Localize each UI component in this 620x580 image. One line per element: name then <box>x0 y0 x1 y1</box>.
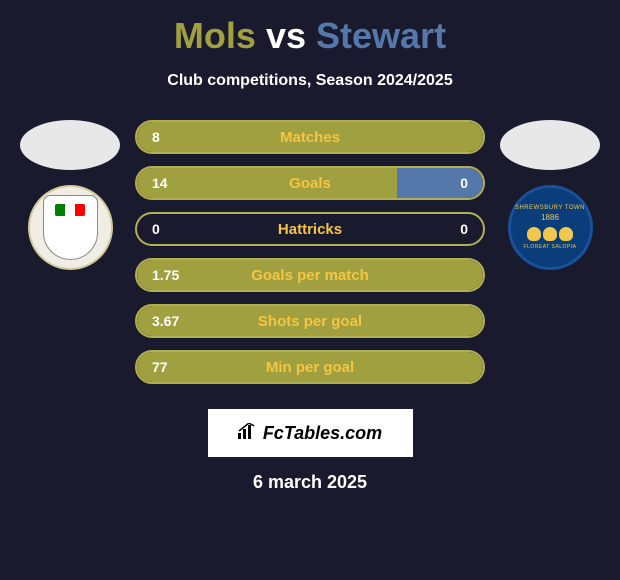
right-badge-content: SHREWSBURY TOWN 1886 FLOREAT SALOPIA <box>511 188 590 267</box>
stat-label: Hattricks <box>278 221 342 238</box>
stat-label: Matches <box>280 129 340 146</box>
stat-label: Goals <box>289 175 331 192</box>
stat-row: 1.75 Goals per match <box>135 258 485 292</box>
title-player-left: Mols <box>174 15 256 56</box>
badge-text-icon: SHREWSBURY TOWN <box>515 205 585 211</box>
stat-fill-right <box>397 168 484 198</box>
right-club-badge: SHREWSBURY TOWN 1886 FLOREAT SALOPIA <box>508 185 593 270</box>
brand-text: FcTables.com <box>263 423 382 444</box>
stat-value-left: 0 <box>152 221 160 237</box>
stat-row: 0 Hattricks 0 <box>135 212 485 246</box>
stat-label: Shots per goal <box>258 313 362 330</box>
stat-row: 77 Min per goal <box>135 350 485 384</box>
stat-value-right: 0 <box>460 221 468 237</box>
stat-value-left: 1.75 <box>152 267 179 283</box>
stat-value-left: 3.67 <box>152 313 179 329</box>
stat-value-left: 77 <box>152 359 168 375</box>
stat-value-left: 8 <box>152 129 160 145</box>
stats-column: 8 Matches 14 Goals 0 0 Hattricks 0 1.75 Goals per… <box>135 120 485 384</box>
left-club-badge <box>28 185 113 270</box>
badge-motto-icon: FLOREAT SALOPIA <box>524 244 577 250</box>
subtitle: Club competitions, Season 2024/2025 <box>0 72 620 90</box>
left-badge-shield-icon <box>43 195 98 260</box>
badge-lions-icon <box>527 227 573 241</box>
comparison-container: Mols vs Stewart Club competitions, Seaso… <box>0 0 620 580</box>
stat-value-right: 0 <box>460 175 468 191</box>
stat-row: 3.67 Shots per goal <box>135 304 485 338</box>
right-player-avatar <box>500 120 600 170</box>
stat-label: Min per goal <box>266 359 354 376</box>
right-player-column: SHREWSBURY TOWN 1886 FLOREAT SALOPIA <box>500 120 600 270</box>
chart-icon <box>238 423 258 444</box>
stat-row: 14 Goals 0 <box>135 166 485 200</box>
brand-logo: FcTables.com <box>208 409 413 457</box>
footer-date: 6 march 2025 <box>0 472 620 493</box>
badge-year-icon: 1886 <box>541 213 559 222</box>
left-player-avatar <box>20 120 120 170</box>
stat-row: 8 Matches <box>135 120 485 154</box>
stat-value-left: 14 <box>152 175 168 191</box>
main-content: 8 Matches 14 Goals 0 0 Hattricks 0 1.75 Goals per… <box>0 120 620 384</box>
stat-label: Goals per match <box>251 267 369 284</box>
left-player-column <box>20 120 120 270</box>
stat-fill-left <box>137 168 397 198</box>
title-player-right: Stewart <box>316 15 446 56</box>
title-vs: vs <box>266 15 306 56</box>
page-title: Mols vs Stewart <box>0 15 620 57</box>
